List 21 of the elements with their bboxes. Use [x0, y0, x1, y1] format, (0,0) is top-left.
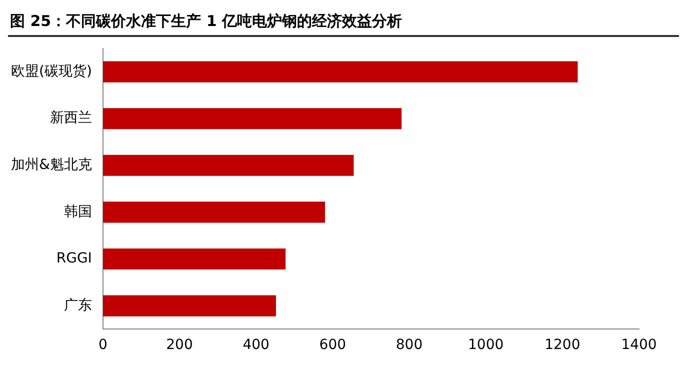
y-tick-label: 新西兰: [50, 110, 92, 126]
bar: [102, 108, 402, 130]
y-tick-label: 韩国: [64, 204, 92, 220]
x-tick-label: 1000: [468, 337, 504, 354]
y-tick-label: 广东: [64, 297, 92, 314]
chart-title: 图 25：不同碳价水准下生产 1 亿吨电炉钢的经济效益分析: [8, 8, 679, 37]
x-tick-label: 800: [396, 337, 423, 354]
x-tick-label: 1200: [544, 337, 580, 354]
x-tick-label: 200: [166, 337, 193, 354]
x-tick-label: 1400: [621, 337, 657, 354]
bar: [102, 295, 276, 316]
x-tick-label: 600: [319, 337, 346, 354]
bar: [102, 61, 578, 82]
y-tick-label: RGGI: [56, 250, 92, 267]
x-tick-label: 400: [242, 337, 270, 354]
x-tick-label: 0: [98, 337, 108, 354]
bar: [102, 248, 286, 270]
bar: [102, 202, 326, 223]
y-tick-label: 欧盟(碳现货): [10, 63, 92, 80]
bar: [102, 154, 354, 176]
y-tick-label: 加州&魁北克: [11, 157, 92, 174]
